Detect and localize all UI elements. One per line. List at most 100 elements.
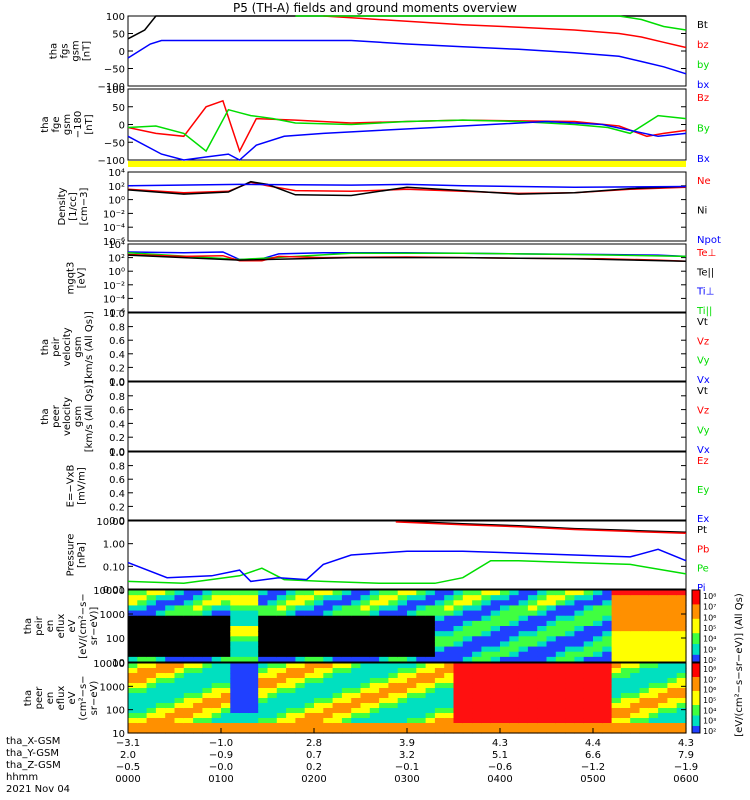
- spectrogram-cell: [314, 713, 324, 719]
- spectrogram-cell: [351, 626, 362, 632]
- spectrogram-cell: [583, 713, 594, 719]
- panel-6: 1.00.80.60.40.20.0thapeervelocitygsm[km/…: [40, 378, 710, 458]
- spectrogram-cell: [276, 723, 287, 729]
- spectrogram-cell: [174, 631, 185, 637]
- y-tick-label: 10: [112, 729, 125, 740]
- spectrogram-cell: [388, 683, 399, 689]
- spectrogram-cell: [128, 636, 138, 643]
- spectrogram-cell: [388, 631, 399, 637]
- spectrogram-cell: [648, 728, 659, 734]
- spectrogram-cell: [583, 678, 594, 684]
- spectrogram-cell: [369, 703, 380, 709]
- spectrogram-cell: [574, 718, 585, 724]
- spectrogram-cell: [620, 646, 631, 653]
- spectrogram-cell: [286, 703, 296, 709]
- spectrogram-cell: [667, 683, 678, 689]
- spectrogram-cell: [676, 688, 687, 694]
- spectrogram-cell: [667, 651, 678, 658]
- spectrogram-cell: [527, 631, 538, 637]
- spectrogram-cell: [146, 641, 157, 648]
- spectrogram-cell: [500, 678, 510, 684]
- spectrogram-cell: [258, 595, 269, 601]
- spectrogram-cell: [128, 610, 138, 617]
- y-tick-label: 10000: [93, 586, 125, 597]
- spectrogram-cell: [546, 595, 557, 601]
- spectrogram-cell: [453, 668, 464, 674]
- spectrogram-cell: [304, 626, 315, 632]
- spectrogram-cell: [314, 673, 324, 679]
- spectrogram-cell: [434, 615, 445, 622]
- spectrogram-cell: [620, 688, 631, 694]
- spectrogram-cell: [574, 668, 585, 674]
- spectrogram-cell: [444, 718, 455, 724]
- spectrogram-cell: [351, 728, 362, 734]
- spectrogram-cell: [407, 631, 417, 637]
- spectrogram-cell: [602, 631, 613, 637]
- y-tick-label: 0.8: [109, 462, 125, 473]
- spectrogram-cell: [490, 698, 501, 704]
- spectrogram-cell: [593, 688, 603, 694]
- spectrogram-cell: [602, 663, 613, 669]
- spectrogram-cell: [500, 590, 510, 596]
- spectrogram-cell: [202, 728, 213, 734]
- spectrogram-cell: [407, 600, 417, 607]
- spectrogram-cell: [202, 656, 213, 663]
- spectrogram-cell: [388, 718, 399, 724]
- spectrogram-cell: [267, 728, 278, 734]
- panel-frame: [127, 381, 687, 452]
- spectrogram-cell: [323, 636, 334, 643]
- spectrogram-cell: [286, 615, 296, 622]
- spectrogram-cell: [574, 636, 585, 643]
- spectrogram-cell: [462, 595, 473, 601]
- spectrogram-cell: [500, 723, 510, 729]
- y-axis-label-line: eV: [67, 691, 78, 704]
- spectrogram-cell: [174, 641, 185, 648]
- spectrogram-cell: [565, 631, 575, 637]
- spectrogram-cell: [314, 646, 324, 653]
- y-tick-label: −100: [98, 82, 125, 93]
- spectrogram-cell: [434, 605, 445, 612]
- spectrogram-cell: [537, 631, 548, 637]
- spectrogram-cell: [425, 718, 436, 724]
- spectrogram-cell: [555, 728, 566, 734]
- spectrogram-cell: [286, 728, 296, 734]
- spectrogram-cell: [658, 698, 668, 704]
- spectrogram-cell: [527, 600, 538, 607]
- spectrogram-cell: [407, 678, 417, 684]
- spectrogram-cell: [658, 600, 668, 607]
- spectrogram-cell: [341, 723, 352, 729]
- spectrogram-cell: [620, 713, 631, 719]
- spectrogram-cell: [332, 605, 343, 612]
- spectrogram-cell: [397, 703, 408, 709]
- spectrogram-cell: [128, 663, 138, 669]
- y-axis-label-line: [km/s (All Qs)]: [84, 311, 95, 383]
- spectrogram-cell: [620, 641, 631, 648]
- spectrogram-cell: [537, 620, 548, 627]
- spectrogram-cell: [620, 663, 631, 669]
- spectrogram-cell: [416, 631, 427, 637]
- colorbar-tick-label: 10⁷: [703, 675, 716, 684]
- spectrogram-cell: [453, 605, 464, 612]
- spectrogram-cell: [128, 631, 138, 637]
- spectrogram-cell: [453, 728, 464, 734]
- spectrogram-cell: [565, 698, 575, 704]
- spectrogram-cell: [295, 651, 306, 658]
- spectrogram-cell: [611, 693, 622, 699]
- spectrogram-cell: [388, 620, 399, 627]
- spectrogram-cell: [676, 641, 687, 648]
- spectrogram-cell: [425, 693, 436, 699]
- spectrogram-cell: [518, 615, 529, 622]
- spectrogram-cell: [667, 673, 678, 679]
- spectrogram-cell: [183, 631, 194, 637]
- spectrogram-cell: [555, 668, 566, 674]
- spectrogram-cell: [304, 636, 315, 643]
- spectrogram-cell: [602, 683, 613, 689]
- spectrogram-cell: [128, 605, 138, 612]
- series-bt-line: [127, 15, 686, 40]
- spectrogram-cell: [630, 636, 641, 643]
- spectrogram-cell: [490, 673, 501, 679]
- spectrogram-cell: [509, 631, 520, 637]
- y-axis-label-line: fgs: [60, 43, 71, 58]
- spectrogram-cell: [434, 673, 445, 679]
- spectrogram-cell: [239, 663, 250, 669]
